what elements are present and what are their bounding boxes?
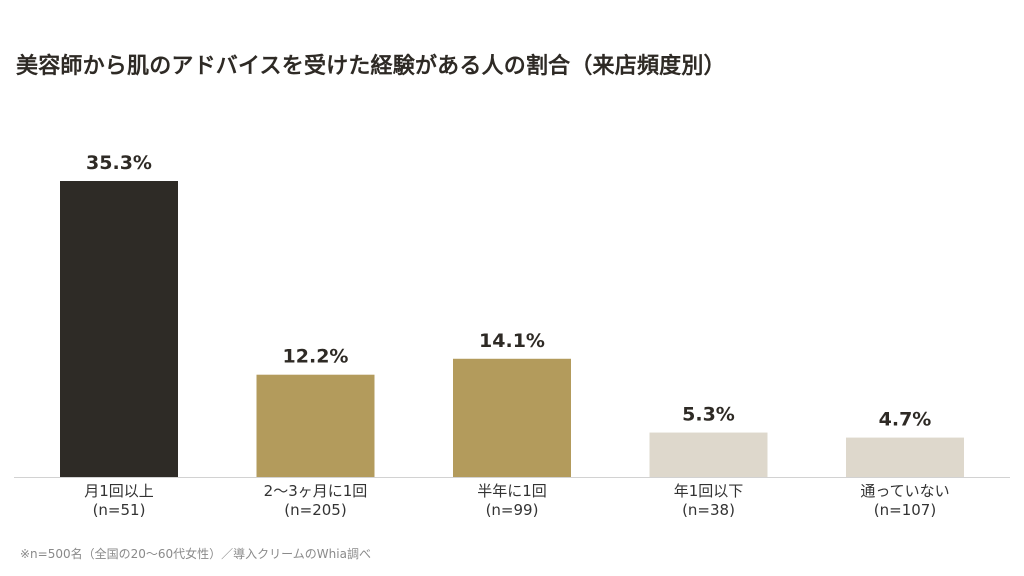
category-label-1: 2〜3ヶ月に1回 [264,482,368,500]
value-label-1: 12.2% [283,346,349,368]
bar-2 [453,358,571,477]
value-label-0: 35.3% [86,152,152,174]
value-label-2: 14.1% [479,330,545,352]
sample-size-label-3: (n=38) [682,501,735,519]
bar-0 [60,181,178,477]
category-label-0: 月1回以上 [84,482,154,500]
bar-3 [649,432,768,477]
bar-4 [846,437,964,477]
chart-title: 美容師から肌のアドバイスを受けた経験がある人の割合（来店頻度別） [16,54,726,79]
sample-size-label-0: (n=51) [93,501,146,519]
value-label-4: 4.7% [879,409,932,431]
bar-1 [256,374,375,477]
category-label-4: 通っていない [860,482,949,500]
category-label-3: 年1回以下 [674,482,744,500]
sample-size-label-4: (n=107) [874,501,936,519]
category-label-2: 半年に1回 [477,482,547,500]
sample-size-label-2: (n=99) [486,501,539,519]
sample-size-label-1: (n=205) [284,501,346,519]
value-label-3: 5.3% [682,404,735,426]
footnote: ※n=500名（全国の20〜60代女性）／導入クリームのWhia調べ [20,547,371,561]
